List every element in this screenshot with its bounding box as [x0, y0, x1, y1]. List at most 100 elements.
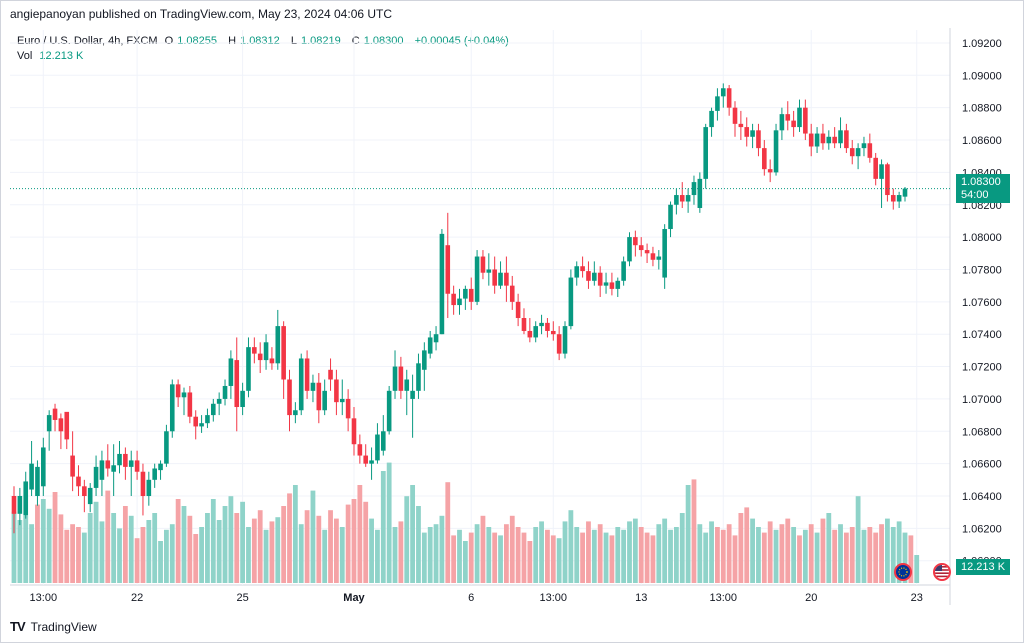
candle-body: [23, 481, 29, 516]
published-line: angiepanoyan published on TradingView.co…: [10, 7, 393, 21]
volume-bar: [462, 541, 468, 583]
volume-bar: [515, 527, 521, 583]
candle-body: [603, 282, 609, 286]
volume-bar: [357, 485, 363, 583]
candle-body: [93, 466, 99, 488]
candle-body: [539, 322, 544, 327]
candle-body: [697, 178, 703, 208]
volume-label[interactable]: Vol: [17, 50, 33, 62]
candle-body: [134, 460, 140, 472]
price-tick-label: 1.07200: [962, 362, 1002, 374]
volume-bar: [398, 521, 404, 583]
volume-bar: [533, 527, 539, 583]
eu-flag-icon[interactable]: [894, 563, 912, 581]
candle-body: [105, 460, 111, 469]
last-price-value: 1.08300: [961, 176, 1001, 188]
candle-body: [169, 384, 175, 432]
volume-bar: [539, 521, 544, 583]
candle-body: [345, 398, 351, 419]
candle-body: [668, 204, 673, 230]
candle-body: [545, 322, 550, 331]
volume-bar: [556, 538, 562, 583]
volume-bar: [627, 521, 632, 583]
candle-body: [46, 415, 52, 432]
volume-bar: [814, 532, 820, 583]
volume-bar: [427, 527, 433, 583]
volume-bar: [40, 499, 46, 583]
brand-name: TradingView: [30, 619, 97, 634]
candle-body: [76, 476, 81, 487]
price-tick-label: 1.07600: [962, 297, 1002, 309]
volume-bar: [668, 529, 673, 583]
candle-body: [867, 143, 873, 158]
candle-body: [627, 237, 632, 262]
volume-bar: [169, 524, 175, 583]
candle-body: [316, 382, 322, 411]
candle-body: [720, 88, 726, 97]
candle-body: [527, 330, 533, 338]
candle-body: [492, 269, 497, 286]
volume-bar: [316, 515, 322, 583]
candle-body: [99, 460, 105, 480]
candle-body: [803, 107, 808, 134]
volume-bar: [392, 527, 398, 583]
candle-body: [70, 455, 75, 477]
volume-bar: [181, 506, 187, 583]
candle-body: [117, 453, 122, 466]
volume-bar: [11, 511, 17, 583]
candle-body: [609, 282, 615, 289]
volume-bar: [433, 524, 439, 583]
candle-body: [744, 127, 750, 137]
candle-body: [35, 466, 40, 497]
candle-body: [82, 486, 87, 497]
volume-bar: [410, 485, 416, 583]
volume-bar: [193, 534, 199, 583]
candle-body: [621, 261, 626, 281]
volume-bar: [662, 518, 668, 583]
volume-bar: [46, 508, 52, 583]
volume-bar: [779, 524, 785, 583]
volume-bar: [855, 496, 861, 583]
volume-bar: [908, 535, 914, 583]
candle-body: [592, 272, 597, 281]
candle-body: [252, 347, 257, 354]
volume-bar: [328, 510, 333, 583]
candle-body: [451, 293, 456, 306]
candle-body: [474, 256, 480, 302]
volume-bar: [621, 529, 627, 583]
candle-body: [175, 384, 181, 398]
candle-body: [41, 447, 46, 487]
candle-body: [380, 431, 386, 451]
volume-bar: [363, 501, 369, 583]
volume-bar: [885, 518, 890, 583]
volume-bar: [474, 524, 480, 583]
volume-bar: [503, 524, 509, 583]
tradingview-logo-icon: TV: [10, 619, 26, 634]
candle-body: [838, 130, 843, 144]
volume-bar: [767, 521, 773, 583]
candle-body: [211, 403, 216, 416]
volume-bar: [369, 518, 374, 583]
footer: TV TradingView: [10, 619, 97, 634]
us-flag-icon[interactable]: [933, 563, 951, 581]
volume-bar: [638, 527, 644, 583]
candle-body: [193, 416, 199, 427]
volume-bar: [609, 535, 615, 583]
open-value: 1.08255: [177, 35, 217, 47]
volume-bar: [574, 527, 580, 583]
volume-bar: [615, 527, 621, 583]
candle-body: [123, 453, 128, 467]
chart-grid: [10, 28, 951, 605]
candle-body: [158, 463, 163, 471]
symbol-title[interactable]: Euro / U.S. Dollar, 4h, FXCM: [17, 35, 158, 47]
candle-body: [633, 237, 638, 246]
change-value: +0.00045 (+0.04%): [414, 35, 509, 47]
candle-body: [738, 123, 744, 128]
candle-body: [322, 390, 327, 411]
volume-bar: [128, 515, 134, 583]
candle-body: [691, 182, 697, 196]
price-tick-label: 1.09000: [962, 70, 1002, 82]
price-tick-label: 1.07800: [962, 264, 1002, 276]
